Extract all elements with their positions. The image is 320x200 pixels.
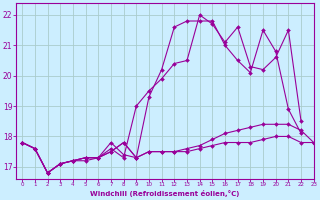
X-axis label: Windchill (Refroidissement éolien,°C): Windchill (Refroidissement éolien,°C)	[90, 190, 239, 197]
